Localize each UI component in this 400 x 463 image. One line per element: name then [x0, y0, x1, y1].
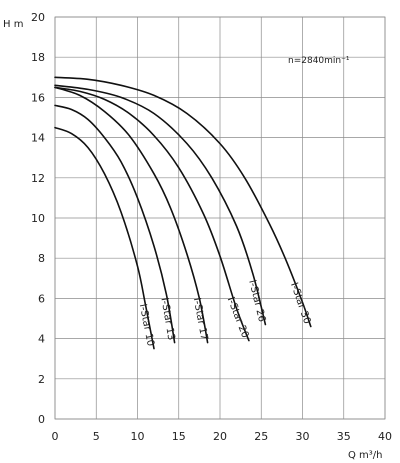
x-tick-label: 25 — [254, 430, 268, 443]
x-tick-label: 30 — [296, 430, 310, 443]
y-tick-label: 4 — [38, 333, 45, 346]
series-label: I-Star 13 — [158, 297, 176, 341]
x-tick-label: 15 — [172, 430, 186, 443]
curve-series-1 — [54, 126, 155, 350]
series-label: I-Star 10 — [137, 303, 156, 347]
curve-series-3 — [54, 86, 209, 344]
series-label: I-Star 26 — [246, 279, 267, 323]
x-tick-label: 35 — [337, 430, 351, 443]
y-tick-label: 14 — [31, 132, 45, 145]
y-axis-label: H m — [3, 19, 23, 30]
y-tick-label: 10 — [31, 212, 45, 225]
y-tick-label: 20 — [31, 11, 45, 24]
y-tick-label: 8 — [38, 252, 45, 265]
x-tick-label: 40 — [378, 430, 392, 443]
x-axis-ticks: 0 5 10 15 20 25 30 35 40 — [52, 430, 393, 443]
x-axis-label: Q m³/h — [348, 450, 383, 461]
x-tick-label: 10 — [131, 430, 145, 443]
curve-series-6 — [54, 76, 312, 328]
y-tick-label: 18 — [31, 51, 45, 64]
curve-series-2 — [54, 104, 176, 344]
y-axis-ticks: 0 2 4 6 8 10 12 14 16 18 20 — [31, 11, 45, 426]
x-tick-label: 20 — [213, 430, 227, 443]
series-label: I-Star 30 — [288, 281, 312, 325]
x-tick-label: 0 — [52, 430, 59, 443]
curve-series-4 — [54, 86, 250, 342]
curves — [54, 76, 312, 350]
y-tick-label: 6 — [38, 292, 45, 305]
y-tick-label: 0 — [38, 413, 45, 426]
y-tick-label: 2 — [38, 373, 45, 386]
curve-series-5 — [54, 84, 267, 326]
series-label: I-Star 17 — [191, 297, 210, 341]
x-tick-label: 5 — [93, 430, 100, 443]
series-label: I-Star 20 — [225, 296, 251, 340]
speed-annotation: n=2840min⁻¹ — [288, 56, 350, 66]
y-tick-label: 12 — [31, 172, 45, 185]
series-labels: I-Star 10 I-Star 13 I-Star 17 I-Star 20I-St… — [137, 279, 313, 347]
grid — [54, 16, 386, 420]
y-tick-label: 16 — [31, 91, 45, 104]
plot-frame — [54, 16, 386, 420]
